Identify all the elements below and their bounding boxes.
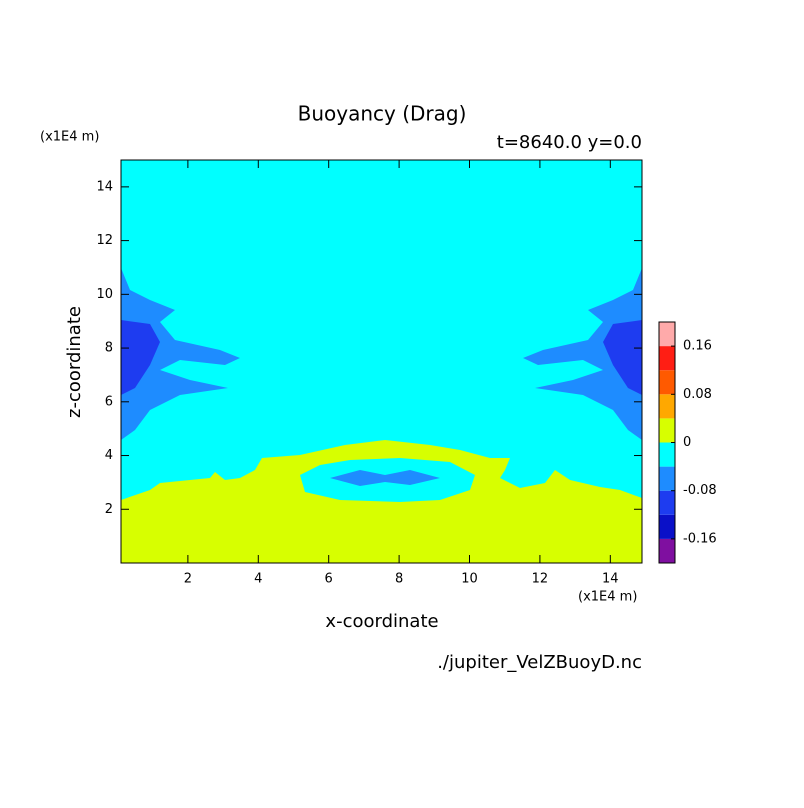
y-tick-label: 10 [96, 287, 113, 302]
colorbar-tick-label: 0.16 [683, 339, 712, 354]
y-tick-label: 14 [96, 179, 113, 194]
x-tick-label: 6 [325, 572, 333, 587]
axes: 2 4 6 8 10 12 14 2 4 6 8 10 12 14 -0.16 -0.08 0 0.08 0.16 [96, 159, 717, 587]
colorbar-bin [659, 322, 675, 347]
colorbar-bin [659, 418, 675, 443]
contour-field [121, 160, 642, 563]
y-tick-label: 12 [96, 233, 113, 248]
colorbar-bin [659, 442, 675, 467]
plot-frame [120, 159, 643, 564]
colorbar-tick-label: -0.08 [683, 483, 717, 498]
x-tick-label: 2 [184, 572, 192, 587]
x-tick-label: 10 [461, 572, 478, 587]
colorbar-bin [659, 466, 675, 491]
y-tick-label: 4 [105, 448, 113, 463]
contour-region [121, 440, 642, 563]
x-unit: (x1E4 m) [578, 590, 637, 605]
contour-region [523, 268, 642, 440]
source-file: ./jupiter_VelZBuoyD.nc [437, 652, 642, 673]
colorbar-bin [659, 394, 675, 419]
colorbar-tick-label: 0 [683, 435, 691, 450]
x-tick-label: 4 [254, 572, 262, 587]
contour-region [330, 470, 440, 486]
y-tick-label: 6 [105, 394, 113, 409]
y-tick-label: 2 [105, 502, 113, 517]
contour-region [121, 320, 160, 395]
chart-subtitle: t=8640.0 y=0.0 [497, 132, 642, 153]
y-tick-label: 8 [105, 341, 113, 356]
colorbar-bin [659, 346, 675, 371]
x-axis-label: x-coordinate [325, 611, 438, 632]
colorbar-tick-label: -0.16 [683, 531, 717, 546]
colorbar-bin [659, 490, 675, 515]
y-axis-label: z-coordinate [64, 306, 85, 418]
contour-region [121, 268, 240, 440]
x-tick-label: 8 [395, 572, 403, 587]
colorbar-bin [659, 514, 675, 539]
y-unit: (x1E4 m) [40, 130, 99, 145]
contour-region [603, 320, 642, 395]
x-tick-label: 14 [602, 572, 619, 587]
colorbar-tick-label: 0.08 [683, 387, 712, 402]
x-tick-label: 12 [532, 572, 549, 587]
colorbar-bin [659, 538, 675, 563]
colorbar-bin [659, 370, 675, 395]
chart-title: Buoyancy (Drag) [298, 102, 467, 126]
